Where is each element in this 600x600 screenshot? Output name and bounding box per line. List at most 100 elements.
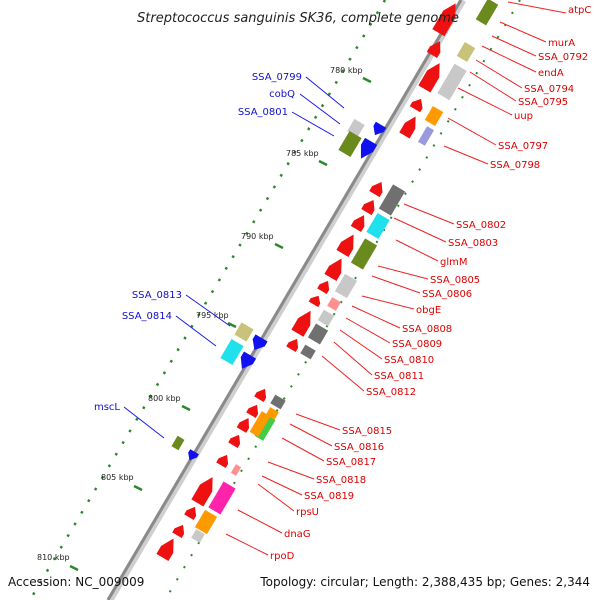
reverse-feature-shape: [360, 137, 378, 159]
gene-label: SSA_0816: [334, 442, 384, 453]
gene-label: dnaG: [284, 529, 311, 540]
kbp-tick: [133, 484, 143, 492]
cds-arrow-forward: [254, 388, 267, 402]
feature-block-shape: [366, 212, 390, 240]
gene-label: SSA_0808: [402, 324, 452, 335]
reverse-feature-shape: [220, 338, 244, 366]
gene-label: cobQ: [269, 89, 295, 100]
leader-line: [371, 275, 421, 294]
cds-arrow-forward-shape: [409, 98, 423, 113]
leader-line: [299, 93, 341, 125]
leader-line: [361, 295, 415, 310]
label-leaders: [123, 1, 567, 556]
cds-arrow-forward-shape: [291, 310, 311, 337]
feature-block-shape: [327, 297, 341, 311]
leader-line: [289, 423, 333, 447]
gene-label: SSA_0797: [498, 141, 548, 152]
cds-arrow-forward-shape: [184, 506, 197, 520]
cds-arrow-forward-shape: [350, 215, 365, 232]
cds-arrow-forward-shape: [286, 338, 299, 352]
gene-label: SSA_0813: [132, 290, 182, 301]
reverse-feature: [360, 137, 378, 159]
feature-block-shape: [417, 126, 435, 146]
feature-block: [327, 297, 341, 311]
reverse-feature: [240, 351, 257, 369]
feature-block: [437, 63, 467, 101]
cds-arrow-forward-shape: [191, 477, 213, 507]
leader-line: [499, 21, 547, 43]
cds-arrow-forward-shape: [317, 280, 330, 294]
leader-line: [507, 1, 567, 14]
feature-block: [270, 394, 286, 410]
feature-block: [307, 323, 329, 345]
cds-arrow-forward: [191, 477, 213, 507]
reverse-feature: [171, 435, 185, 451]
cds-arrow-forward: [432, 3, 456, 37]
leader-line: [267, 461, 315, 480]
topology-text: Topology: circular; Length: 2,388,435 bp…: [259, 575, 590, 589]
gene-label: SSA_0817: [326, 457, 376, 468]
feature-block-shape: [437, 63, 467, 101]
cds-arrow-forward: [324, 258, 342, 282]
gene-label: obgE: [416, 305, 441, 316]
reverse-feature-shape: [240, 351, 257, 369]
leader-line: [123, 406, 165, 439]
leader-line: [261, 475, 303, 496]
leader-line: [305, 76, 345, 109]
gene-label: SSA_0818: [316, 475, 366, 486]
gene-label: SSA_0792: [538, 52, 588, 63]
gene-label: SSA_0811: [374, 371, 424, 382]
cds-arrow-forward: [350, 215, 365, 232]
gene-label: SSA_0814: [122, 311, 172, 322]
cds-arrow-forward: [426, 41, 441, 58]
gene-label: SSA_0810: [384, 355, 434, 366]
feature-block-shape: [194, 509, 218, 535]
cds-arrow-forward-shape: [361, 199, 375, 216]
genome-backbone: [106, 0, 463, 600]
gene-label: SSA_0802: [456, 220, 506, 231]
feature-block: [378, 184, 406, 216]
leader-line: [339, 329, 383, 360]
feature-block-shape: [230, 464, 242, 476]
leader-line: [377, 265, 429, 280]
reverse-feature: [220, 338, 244, 366]
feature-block-shape: [191, 529, 205, 543]
gene-label: glmM: [440, 257, 468, 268]
gene-label: SSA_0799: [252, 72, 302, 83]
gene-features: [156, 0, 499, 562]
kbp-tick: [274, 242, 284, 250]
feature-block: [334, 273, 358, 299]
map-title: Streptococcus sanguinis SK36, complete g…: [137, 11, 459, 26]
kbp-tick-label: 780 kbp: [330, 66, 363, 75]
kbp-tick: [362, 76, 372, 84]
reverse-feature: [338, 130, 362, 158]
cds-arrow-forward-shape: [254, 388, 267, 402]
gene-label: murA: [548, 38, 575, 49]
cds-arrow-forward-shape: [308, 295, 321, 308]
gene-label: SSA_0805: [430, 275, 480, 286]
kbp-tick-label: 790 kbp: [241, 232, 274, 241]
cds-arrow-forward-shape: [228, 434, 241, 448]
leader-line: [333, 341, 373, 376]
feature-block: [254, 415, 276, 441]
feature-block-shape: [300, 344, 316, 360]
leader-line: [295, 413, 341, 431]
leader-line: [403, 203, 455, 225]
feature-block: [417, 126, 435, 146]
feature-block: [194, 509, 218, 535]
reverse-feature-shape: [338, 130, 362, 158]
genome-backbone-shadow: [106, 0, 467, 600]
cds-arrow-forward: [236, 417, 250, 433]
cds-arrow-forward-shape: [418, 63, 440, 93]
kbp-tick-label: 805 kbp: [101, 473, 134, 482]
leader-line: [225, 533, 269, 556]
leader-line: [475, 59, 523, 89]
cds-arrow-forward: [184, 506, 197, 520]
gene-label: SSA_0819: [304, 491, 354, 502]
feature-block: [191, 529, 205, 543]
feature-block: [366, 212, 390, 240]
reverse-feature: [234, 322, 254, 342]
gene-label: rpsU: [296, 507, 319, 518]
reverse-feature-shape: [373, 121, 387, 136]
